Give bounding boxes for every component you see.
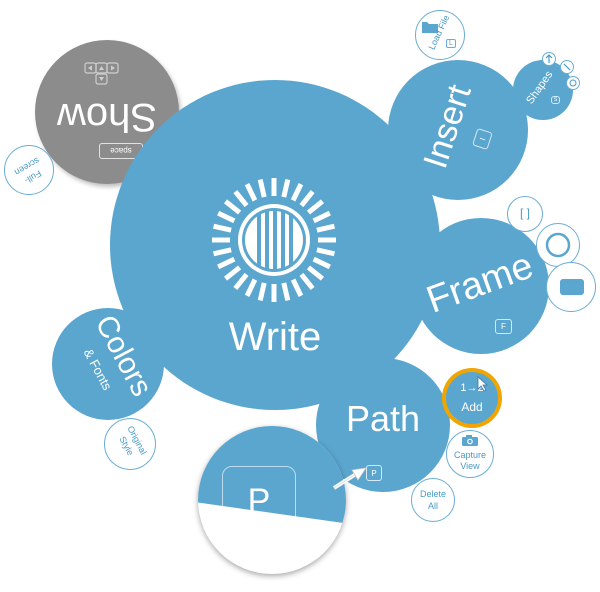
highlight-shape-button[interactable]	[566, 76, 580, 90]
camera-icon	[462, 435, 478, 446]
logo-ray	[233, 189, 249, 208]
bracket-frame-label: [ ]	[519, 206, 530, 220]
logo-ray	[223, 265, 242, 281]
folder-icon	[422, 22, 438, 33]
logo-ray	[316, 247, 336, 257]
frame-label: Frame	[421, 244, 539, 322]
write-label: Write	[228, 315, 322, 359]
prezi-logo-icon	[212, 178, 336, 302]
logo-ray	[312, 256, 331, 270]
delete-all-line1: Delete	[419, 489, 446, 499]
rectangle-frame-button[interactable]	[546, 262, 596, 312]
arrow-keys-icon	[84, 62, 119, 85]
circle-frame-button[interactable]	[536, 223, 580, 267]
colors-button[interactable]: Colors & Fonts	[52, 308, 164, 420]
load-file-button[interactable]: Load File L	[415, 10, 465, 60]
circle-outline-icon	[569, 79, 577, 87]
write-button[interactable]: Write	[110, 80, 440, 410]
circle-shape-icon	[545, 232, 571, 258]
add-button[interactable]: 1→2 Add	[442, 368, 502, 428]
logo-ray	[257, 178, 267, 198]
add-label: Add	[461, 400, 483, 414]
arrow-shape-button[interactable]	[542, 52, 556, 66]
delete-all-line2: All	[427, 501, 438, 511]
logo-ray	[217, 256, 236, 270]
logo-ray	[306, 265, 325, 281]
key-magnifier: P	[198, 426, 346, 574]
logo-ray	[290, 278, 304, 297]
bracket-frame-button[interactable]: [ ]	[507, 196, 543, 232]
logo-ray	[312, 210, 331, 224]
insert-label: Insert	[416, 80, 479, 173]
magnified-p-key: P	[222, 466, 296, 536]
shapes-label: Shapes	[524, 68, 556, 107]
logo-ray	[257, 282, 267, 302]
add-numbers: 1→2	[460, 382, 484, 394]
path-label: Path	[345, 398, 421, 439]
load-file-key: L	[446, 39, 456, 48]
logo-ray	[244, 183, 258, 202]
logo-ray	[290, 183, 304, 202]
logo-ray	[244, 278, 258, 297]
arrow-icon	[545, 54, 553, 63]
insert-key: I	[472, 127, 493, 151]
logo-ray	[217, 210, 236, 224]
fullscreen-button[interactable]: Full- screen	[4, 145, 54, 195]
shapes-key: S	[551, 96, 560, 104]
logo-ray	[281, 178, 291, 198]
capture-view-line2: View	[460, 461, 480, 471]
logo-ray	[212, 247, 232, 257]
logo-ray	[281, 282, 291, 302]
line-icon	[563, 63, 571, 71]
logo-ray	[233, 272, 249, 291]
insert-button[interactable]: Insert I	[388, 60, 528, 200]
logo-ray	[306, 199, 325, 215]
cursor-icon	[477, 376, 489, 392]
magnifier-pointer-icon	[332, 467, 367, 490]
logo-ray	[299, 189, 315, 208]
line-shape-button[interactable]	[560, 60, 574, 74]
path-key: P	[366, 465, 382, 481]
load-file-label: Load File	[426, 13, 452, 52]
rectangle-shape-icon	[560, 279, 584, 295]
frame-key: F	[495, 319, 512, 334]
logo-ray	[299, 272, 315, 291]
capture-view-line1: Capture	[453, 450, 487, 460]
capture-view-button[interactable]: Capture View	[446, 430, 494, 478]
delete-all-button[interactable]: Delete All	[411, 478, 455, 522]
logo-ray	[212, 223, 232, 233]
frame-button[interactable]: Frame F	[413, 218, 549, 354]
logo-ray	[223, 199, 242, 215]
original-style-button[interactable]: Original Style	[104, 418, 156, 470]
logo-ray	[316, 223, 336, 233]
